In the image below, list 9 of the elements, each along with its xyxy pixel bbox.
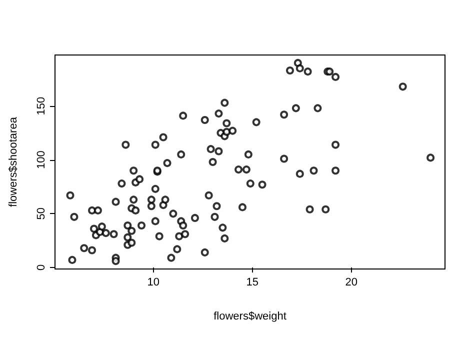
x-axis-title: flowers$weight — [214, 310, 286, 322]
y-tick-label: 150 — [36, 96, 48, 116]
x-tick-label: 10 — [147, 276, 160, 288]
y-tick-label: 100 — [36, 150, 48, 170]
x-tick-label: 15 — [246, 276, 258, 288]
y-axis-title: flowers$shootarea — [8, 116, 20, 207]
x-tick-label: 20 — [345, 276, 358, 288]
y-tick-label: 50 — [36, 208, 48, 220]
y-tick-label: 0 — [36, 264, 48, 271]
